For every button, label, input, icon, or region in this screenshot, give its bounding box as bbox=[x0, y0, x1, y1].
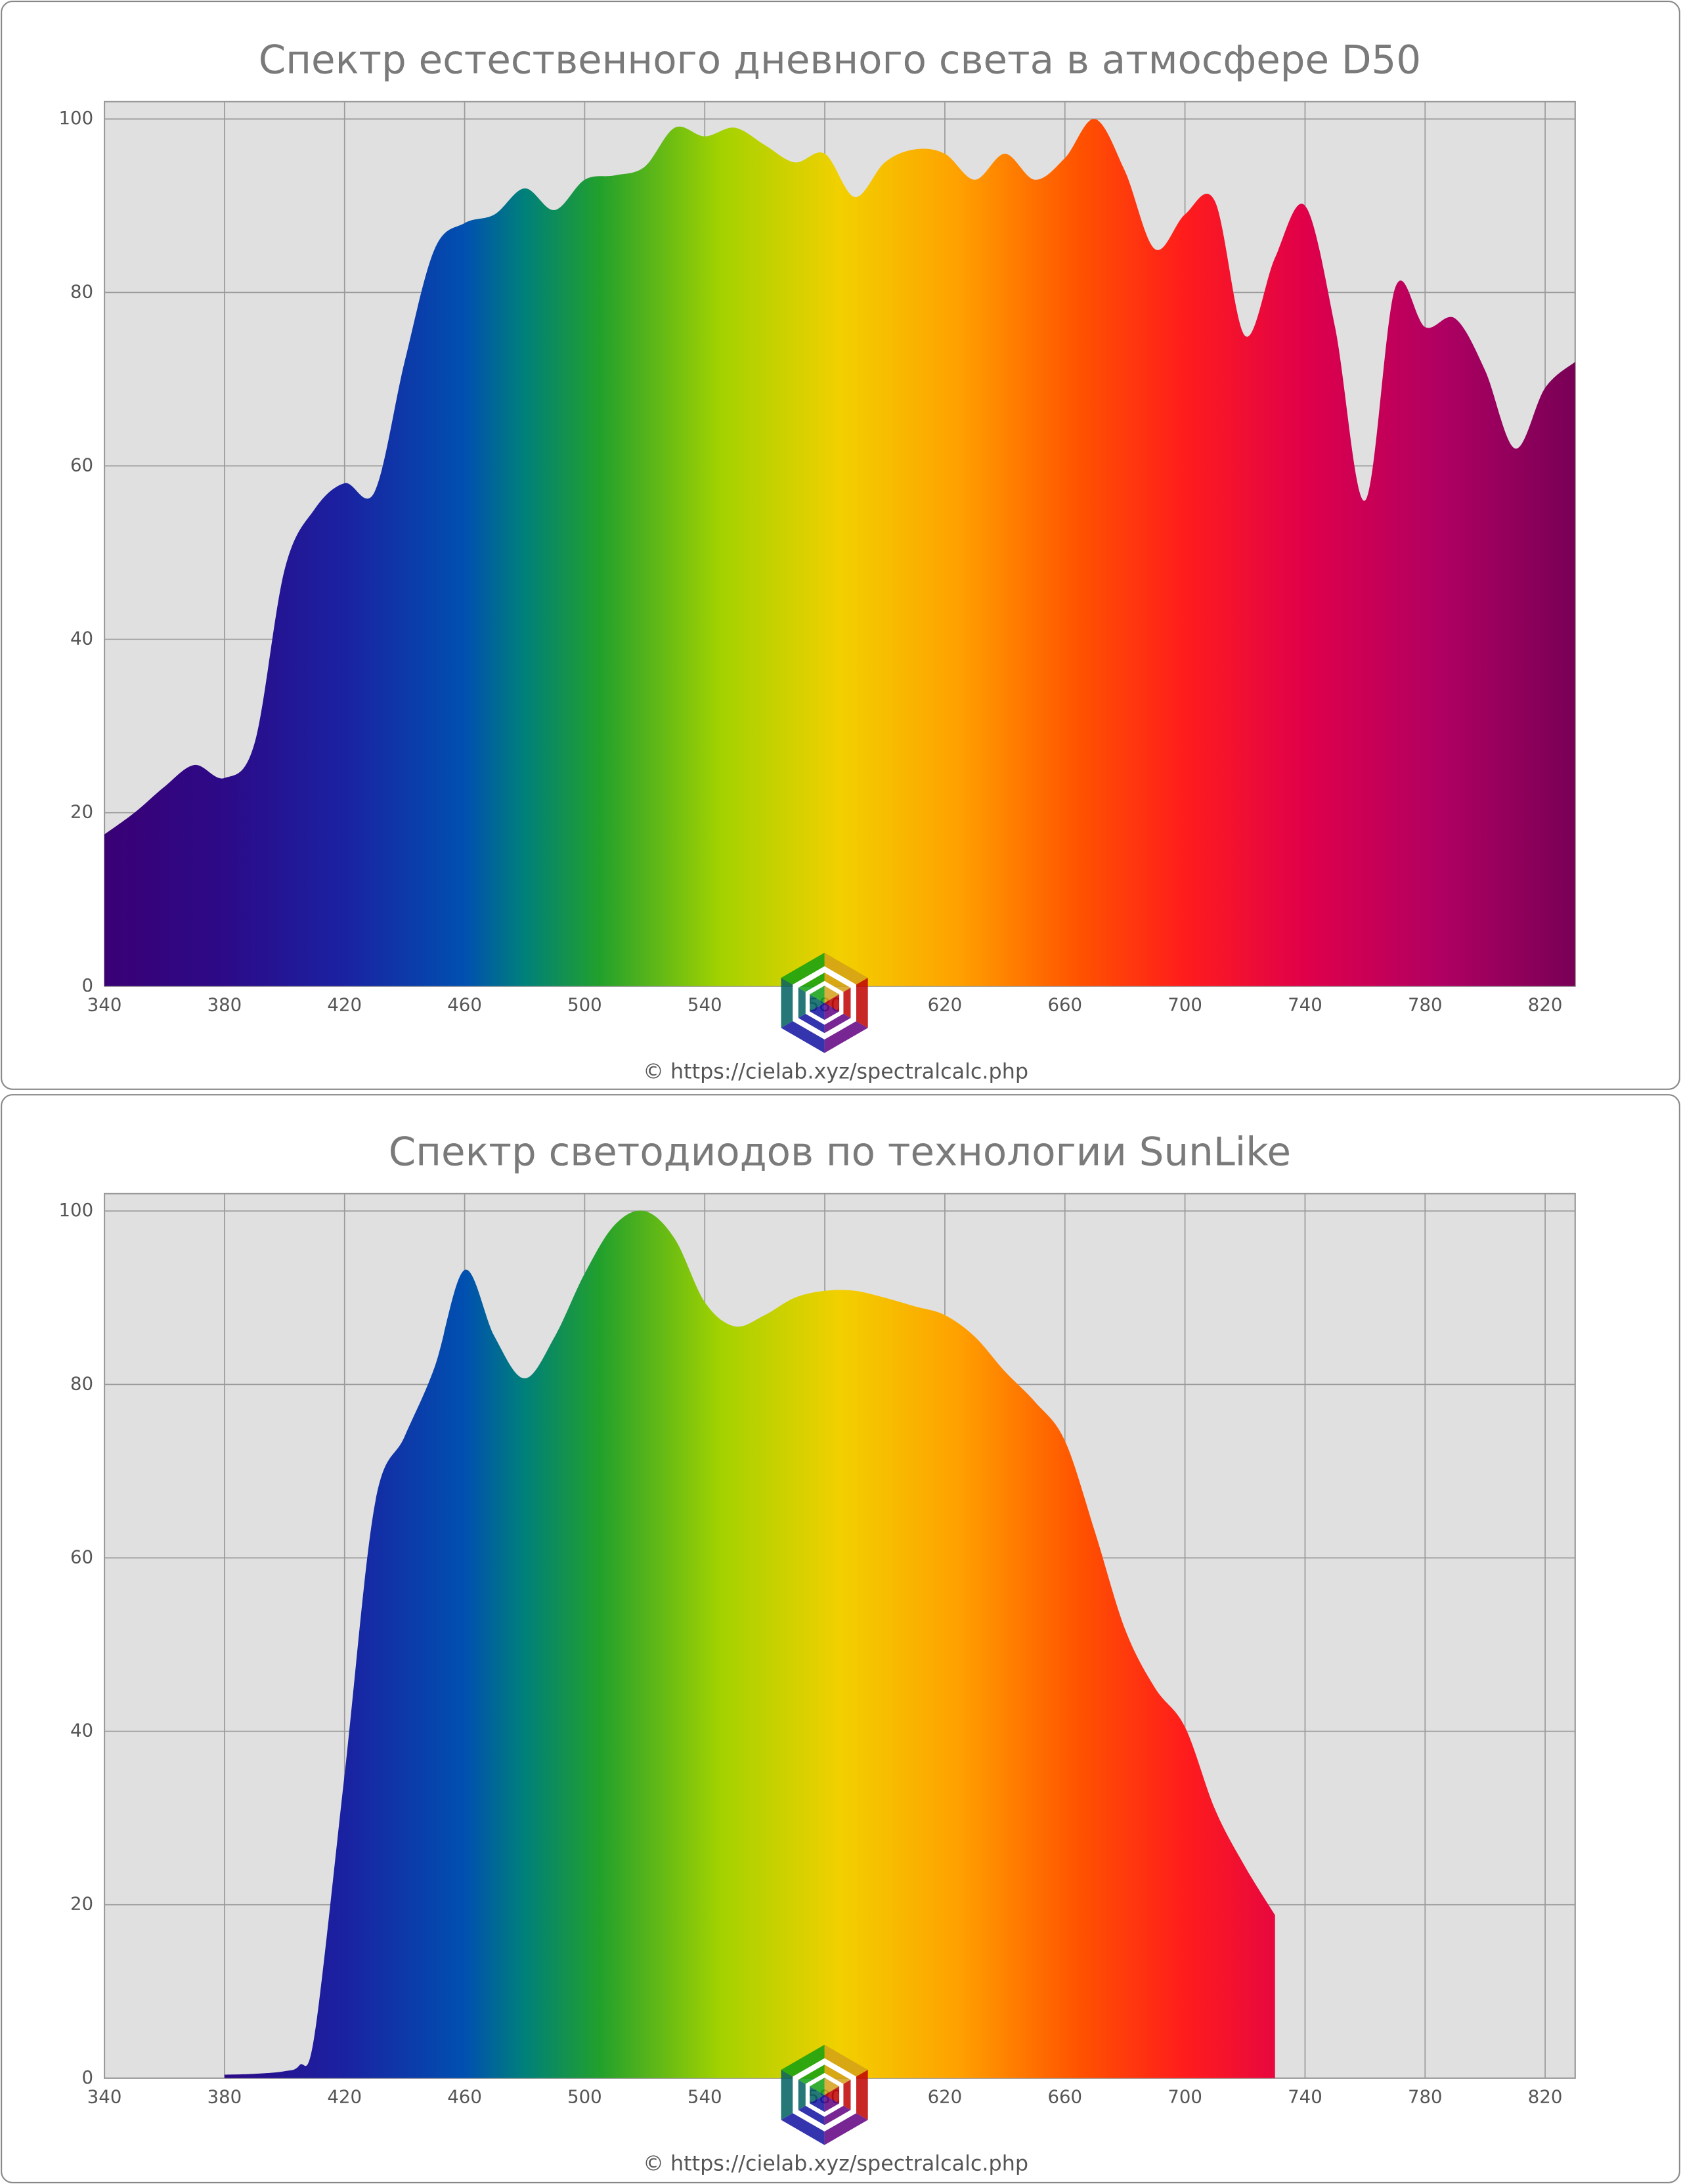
x-tick-label: 540 bbox=[688, 2086, 722, 2107]
x-tick-label: 740 bbox=[1288, 2086, 1322, 2107]
chart: Спектр светодиодов по технологии SunLike… bbox=[58, 1130, 1576, 2175]
logo-ring bbox=[805, 2072, 844, 2117]
y-tick-label: 20 bbox=[70, 801, 93, 823]
x-tick-label: 500 bbox=[567, 2086, 602, 2107]
logo-ring bbox=[793, 2058, 856, 2132]
y-tick-label: 100 bbox=[58, 1199, 93, 1221]
x-tick-label: 740 bbox=[1288, 994, 1322, 1015]
x-tick-label: 660 bbox=[1047, 994, 1082, 1015]
x-tick-label: 620 bbox=[928, 2086, 963, 2107]
y-tick-label: 40 bbox=[70, 1720, 93, 1741]
chart-title: Спектр естественного дневного света в ат… bbox=[259, 38, 1421, 83]
y-tick-label: 20 bbox=[70, 1893, 93, 1915]
y-tick-label: 40 bbox=[70, 628, 93, 649]
x-tick-label: 380 bbox=[207, 2086, 242, 2107]
source: © https://cielab.xyz/spectralcalc.php bbox=[643, 2151, 1028, 2175]
spectrum-area bbox=[104, 119, 1575, 986]
chart-title: Спектр светодиодов по технологии SunLike bbox=[389, 1130, 1291, 1175]
y-tick-label: 0 bbox=[82, 2066, 94, 2088]
x-tick-label: 460 bbox=[447, 994, 482, 1015]
source: © https://cielab.xyz/spectralcalc.php bbox=[643, 1059, 1028, 1083]
x-tick-label: 820 bbox=[1528, 994, 1563, 1015]
x-tick-label: 700 bbox=[1168, 2086, 1202, 2107]
y-tick-label: 60 bbox=[70, 1546, 93, 1567]
y-tick-label: 80 bbox=[70, 280, 93, 302]
x-tick-label: 340 bbox=[87, 994, 122, 1015]
y-tick-label: 80 bbox=[70, 1372, 93, 1394]
spectrum-area bbox=[224, 1210, 1275, 2078]
x-tick-label: 420 bbox=[327, 994, 362, 1015]
logo-ring bbox=[805, 980, 844, 1025]
x-tick-label: 780 bbox=[1408, 994, 1443, 1015]
logo-ring bbox=[793, 966, 856, 1040]
x-tick-label: 620 bbox=[928, 994, 963, 1015]
x-tick-label: 700 bbox=[1168, 994, 1202, 1015]
x-tick-label: 820 bbox=[1528, 2086, 1563, 2107]
y-tick-label: 100 bbox=[58, 107, 93, 129]
chart: Спектр естественного дневного света в ат… bbox=[58, 38, 1576, 1083]
logo-part bbox=[824, 2070, 868, 2120]
x-tick-label: 420 bbox=[327, 2086, 362, 2107]
logo-part bbox=[824, 978, 868, 1028]
y-tick-label: 60 bbox=[70, 454, 93, 475]
x-tick-label: 780 bbox=[1408, 2086, 1443, 2107]
x-tick-label: 380 bbox=[207, 994, 242, 1015]
logo-part bbox=[781, 978, 825, 1028]
x-tick-label: 340 bbox=[87, 2086, 122, 2107]
x-tick-label: 500 bbox=[567, 994, 602, 1015]
y-tick-label: 0 bbox=[82, 974, 94, 996]
x-tick-label: 660 bbox=[1047, 2086, 1082, 2107]
x-tick-label: 460 bbox=[447, 2086, 482, 2107]
logo-part bbox=[781, 2070, 825, 2120]
x-tick-label: 540 bbox=[688, 994, 722, 1015]
